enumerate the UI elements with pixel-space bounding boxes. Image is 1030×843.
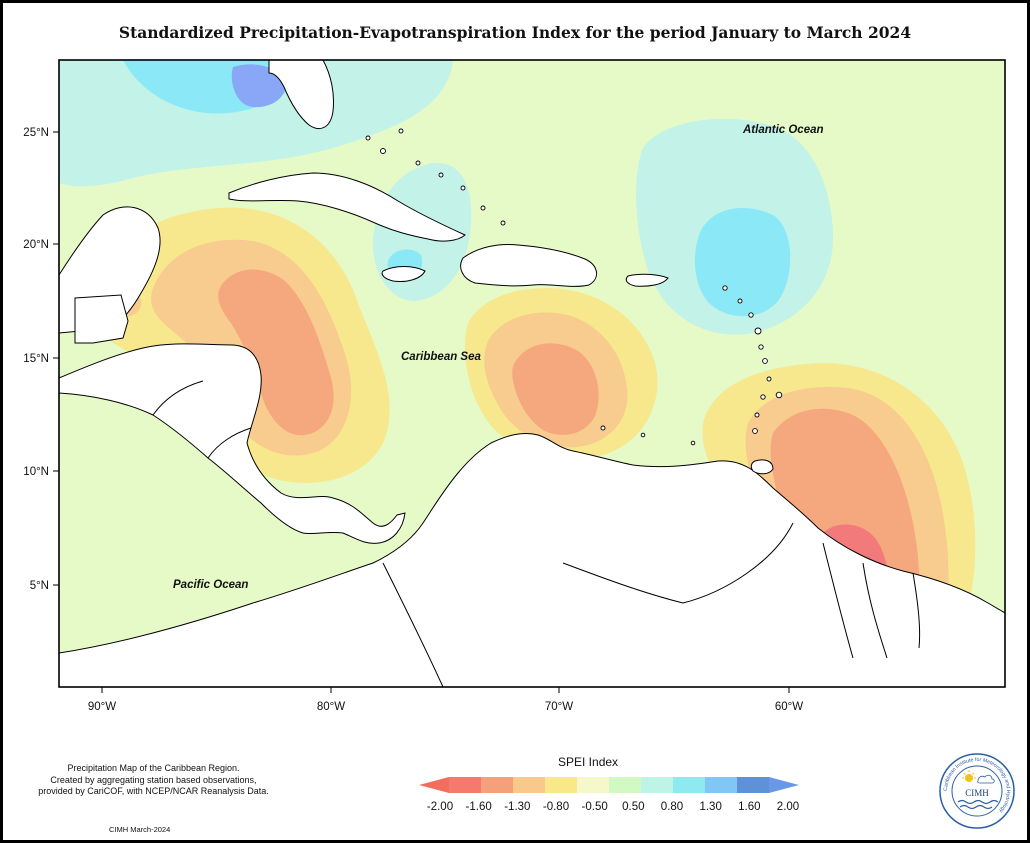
- atlantic-ocean-label: Atlantic Ocean: [742, 124, 824, 136]
- colorbar-swatch: [705, 777, 738, 793]
- waves-icon: [957, 799, 999, 810]
- colorbar-swatch: [737, 777, 770, 793]
- figure-frame: Standardized Precipitation-Evapotranspir…: [3, 3, 1027, 840]
- country-borders: [152, 380, 921, 687]
- colorbar-tick-label: 2.00: [776, 801, 800, 813]
- lat-tick-10: 10°N: [23, 466, 49, 478]
- colorbar-swatch: [545, 777, 578, 793]
- colorbar-tick-label: -1.60: [465, 801, 492, 813]
- colorbar-swatch: [673, 777, 706, 793]
- pacific-ocean-label: Pacific Ocean: [173, 579, 248, 591]
- cloud-icon: [977, 774, 995, 784]
- footnote-line-2: Created by aggregating station based obs…: [50, 774, 257, 785]
- lon-tick-80: 80°W: [317, 701, 345, 713]
- colorbar-tick-label: -1.30: [504, 801, 531, 813]
- lon-tick-90: 90°W: [88, 701, 116, 713]
- colorbar-arrow-high: [769, 777, 799, 793]
- colorbar-swatch: [449, 777, 482, 793]
- colorbar-swatch: [577, 777, 610, 793]
- lesser-antilles: [365, 128, 783, 446]
- wet-zone-atlantic: [636, 118, 833, 335]
- colorbar-swatch: [609, 777, 642, 793]
- colorbar-swatches: [449, 777, 770, 793]
- lat-axis: [53, 131, 59, 586]
- landmasses: [59, 60, 1005, 687]
- footnote-line-3: provided by CariCOF, with NCEP/NCAR Rean…: [38, 786, 269, 796]
- colorbar-tick-label: -2.00: [426, 801, 454, 813]
- cimh-logo: Caribbean Institute for Meteorology and …: [939, 753, 1015, 829]
- map-footnote: Precipitation Map of the Caribbean Regio…: [11, 763, 296, 798]
- colorbar-swatch: [641, 777, 674, 793]
- lon-tick-70: 70°W: [545, 701, 573, 713]
- colorbar-tick-label: -0.50: [581, 801, 608, 813]
- colorbar-tick-label: -0.80: [542, 801, 570, 813]
- colorbar-swatch: [513, 777, 546, 793]
- colorbar-tick-label: 0.80: [660, 801, 684, 813]
- lon-axis: [101, 687, 790, 693]
- lat-tick-20: 20°N: [23, 239, 49, 251]
- colorbar-tick-label: 0.50: [622, 801, 645, 813]
- legend-title: SPEI Index: [558, 755, 619, 769]
- caribbean-sea-label: Caribbean Sea: [401, 351, 481, 363]
- colorbar-tick-labels: -2.00 -1.60 -1.30 -0.80 -0.50 0.50 0.80 1.30 1.6…: [426, 801, 800, 817]
- map-title: Standardized Precipitation-Evapotranspir…: [118, 23, 912, 42]
- colorbar-arrow-low: [419, 777, 449, 793]
- colorbar-tick-label: 1.60: [738, 801, 761, 813]
- map-panel: 25°N 20°N 15°N 10°N 5°N 90°W 80°W 70°W 6…: [23, 59, 1006, 713]
- map-border: [58, 59, 1006, 688]
- colorbar-tick-label: 1.30: [699, 801, 722, 813]
- lon-tick-60: 60°W: [775, 701, 803, 713]
- lat-tick-25: 25°N: [23, 127, 49, 139]
- sun-icon: [965, 774, 973, 782]
- dry-zone-central-caribbean: [464, 288, 658, 495]
- lat-tick-15: 15°N: [23, 353, 49, 365]
- lat-tick-5: 5°N: [30, 580, 49, 592]
- colorbar-swatch: [481, 777, 514, 793]
- map-credit: CIMH March-2024: [109, 825, 171, 834]
- footnote-line-1: Precipitation Map of the Caribbean Regio…: [67, 763, 240, 773]
- logo-acronym: CIMH: [965, 788, 989, 798]
- spei-colorbar: [419, 777, 799, 793]
